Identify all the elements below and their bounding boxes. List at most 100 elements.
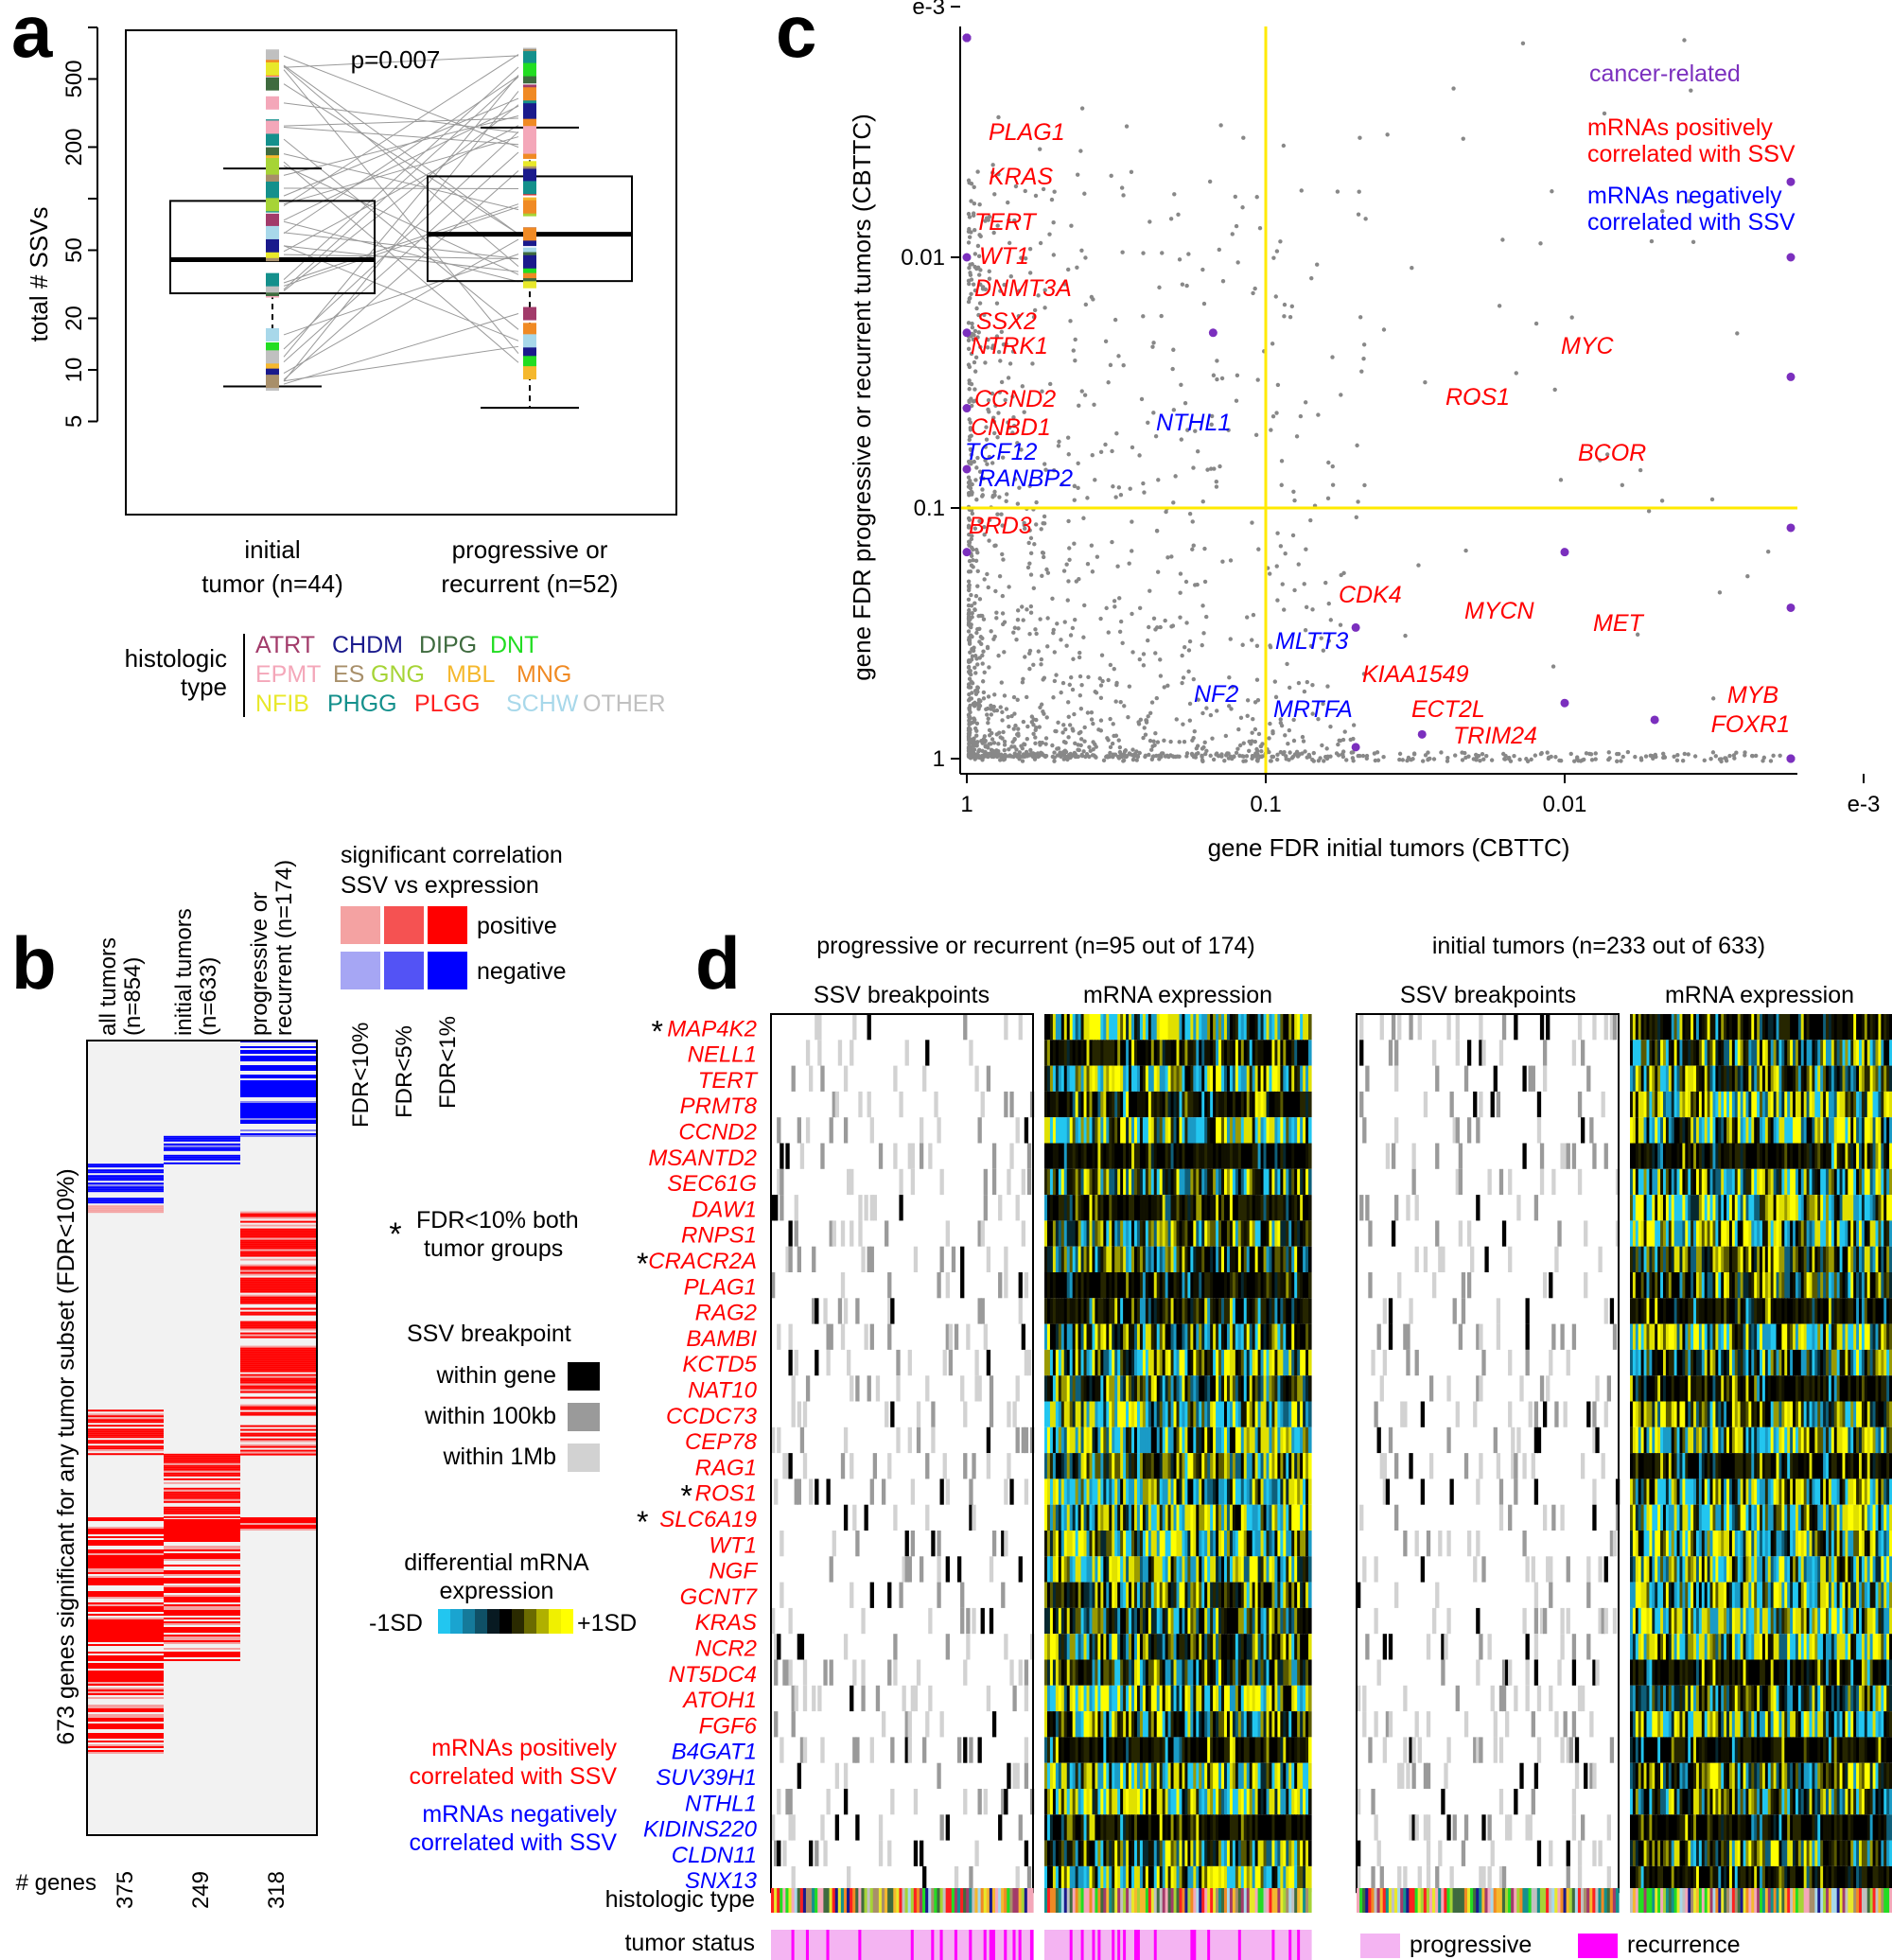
- bg-point: [1171, 500, 1176, 505]
- mrna-cell: [1297, 1091, 1301, 1118]
- mrna-cell: [1229, 1168, 1234, 1196]
- heat-line: [164, 1648, 240, 1650]
- heat-line: [164, 1158, 240, 1161]
- gene-point-cnbd1: [962, 328, 972, 338]
- mrna-cell: [1210, 1323, 1214, 1350]
- heat-line: [240, 1406, 317, 1409]
- ssv-cell: [977, 1220, 982, 1247]
- bg-point: [1320, 743, 1324, 748]
- heat-line: [164, 1156, 240, 1159]
- bg-point: [989, 712, 994, 717]
- bg-point: [1764, 149, 1769, 153]
- mrna-cell: [1300, 1453, 1304, 1479]
- gene-point-mrtfa: [1417, 729, 1427, 739]
- mrna-cell: [1223, 1014, 1228, 1041]
- mrna-cell: [1089, 1246, 1094, 1272]
- mrna-cell: [1114, 1117, 1118, 1144]
- mrna-cell: [1235, 1195, 1239, 1221]
- ssv-cell: [777, 1840, 781, 1866]
- ssv-cell: [829, 1323, 833, 1350]
- mrna-cell: [1058, 1453, 1062, 1479]
- mrna-cell: [1207, 1531, 1211, 1557]
- ssv-cell: [942, 1453, 947, 1479]
- bg-point: [1214, 480, 1219, 484]
- mrna-cell: [1086, 1323, 1091, 1350]
- ssv-cell: [777, 1117, 781, 1144]
- ssv-cell: [956, 1737, 962, 1763]
- mrna-cell: [1109, 1168, 1112, 1196]
- ssv-cell: [820, 1737, 825, 1763]
- bg-point: [1212, 466, 1217, 471]
- mrna-cell: [1083, 1323, 1088, 1350]
- mrna-cell: [1196, 1453, 1200, 1479]
- mrna-cell: [1240, 1220, 1245, 1247]
- mrna-cell: [1246, 1065, 1251, 1092]
- mrna-cell: [1223, 1168, 1228, 1196]
- status-cell: [916, 1930, 920, 1960]
- bg-point: [977, 469, 983, 474]
- mrna-cell: [1060, 1195, 1065, 1221]
- bg-point: [1037, 725, 1042, 729]
- bg-point: [986, 397, 991, 403]
- mrna-cell: [1063, 1401, 1068, 1427]
- mrna-cell: [1092, 1401, 1096, 1427]
- heat-line: [240, 1094, 317, 1095]
- histotype-cell: [815, 1888, 818, 1913]
- mrna-cell: [1232, 1195, 1236, 1221]
- mrna-cell: [1243, 1040, 1248, 1066]
- mrna-cell: [1100, 1040, 1104, 1066]
- bg-point: [1002, 650, 1007, 655]
- bg-point: [998, 705, 1003, 709]
- bg-point: [1155, 740, 1161, 744]
- bg-point: [1250, 756, 1254, 761]
- bg-point: [1137, 750, 1142, 756]
- heat-line: [87, 1689, 164, 1691]
- bg-point: [1397, 757, 1402, 762]
- bg-point: [974, 497, 979, 502]
- bg-point: [976, 330, 981, 335]
- heat-line: [87, 1659, 164, 1661]
- status-cell: [858, 1930, 863, 1960]
- mrna-cell: [1114, 1143, 1118, 1169]
- mrna-cell: [1170, 1401, 1175, 1427]
- bg-point: [1250, 739, 1254, 744]
- bg-point: [981, 690, 987, 695]
- mrna-cell: [1294, 1479, 1298, 1505]
- bg-point: [1009, 713, 1014, 719]
- mrna-cell: [1103, 1504, 1107, 1531]
- bg-point: [1710, 750, 1716, 755]
- mrna-cell: [1097, 1040, 1101, 1066]
- bg-point: [1186, 669, 1191, 674]
- mrna-cell: [1150, 1195, 1155, 1221]
- mrna-cell: [1109, 1065, 1112, 1092]
- bg-point: [1278, 239, 1283, 244]
- mrna-cell: [1271, 1117, 1276, 1144]
- mrna-cell: [1271, 1375, 1276, 1402]
- mrna-cell: [1182, 1246, 1186, 1272]
- ssv-cell: [904, 1711, 909, 1738]
- bg-point: [1051, 220, 1056, 225]
- heat-line: [164, 1500, 240, 1503]
- mrna-cell: [1162, 1220, 1166, 1247]
- mrna-cell: [1184, 1195, 1188, 1221]
- mrna-cell: [1271, 1323, 1276, 1350]
- diff-low-label: -1SD: [369, 1610, 423, 1636]
- heat-line: [87, 1655, 164, 1657]
- mrna-cell: [1226, 1065, 1231, 1092]
- bg-point: [1149, 757, 1155, 761]
- diff-color-scale: [438, 1609, 573, 1634]
- mrna-cell: [1058, 1195, 1062, 1221]
- mrna-cell: [1246, 1117, 1251, 1144]
- mrna-cell: [1199, 1272, 1202, 1299]
- bg-point: [1066, 735, 1071, 740]
- bg-point: [1215, 376, 1219, 382]
- bg-point: [1275, 382, 1281, 388]
- mrna-cell: [1257, 1168, 1262, 1196]
- mrna-cell: [1097, 1349, 1101, 1376]
- bg-point: [1079, 682, 1084, 688]
- mrna-cell: [1280, 1375, 1284, 1402]
- mrna-cell: [1049, 1531, 1054, 1557]
- sample-point: [523, 168, 536, 183]
- bg-point: [1052, 650, 1057, 655]
- ssv-cell: [797, 1762, 802, 1789]
